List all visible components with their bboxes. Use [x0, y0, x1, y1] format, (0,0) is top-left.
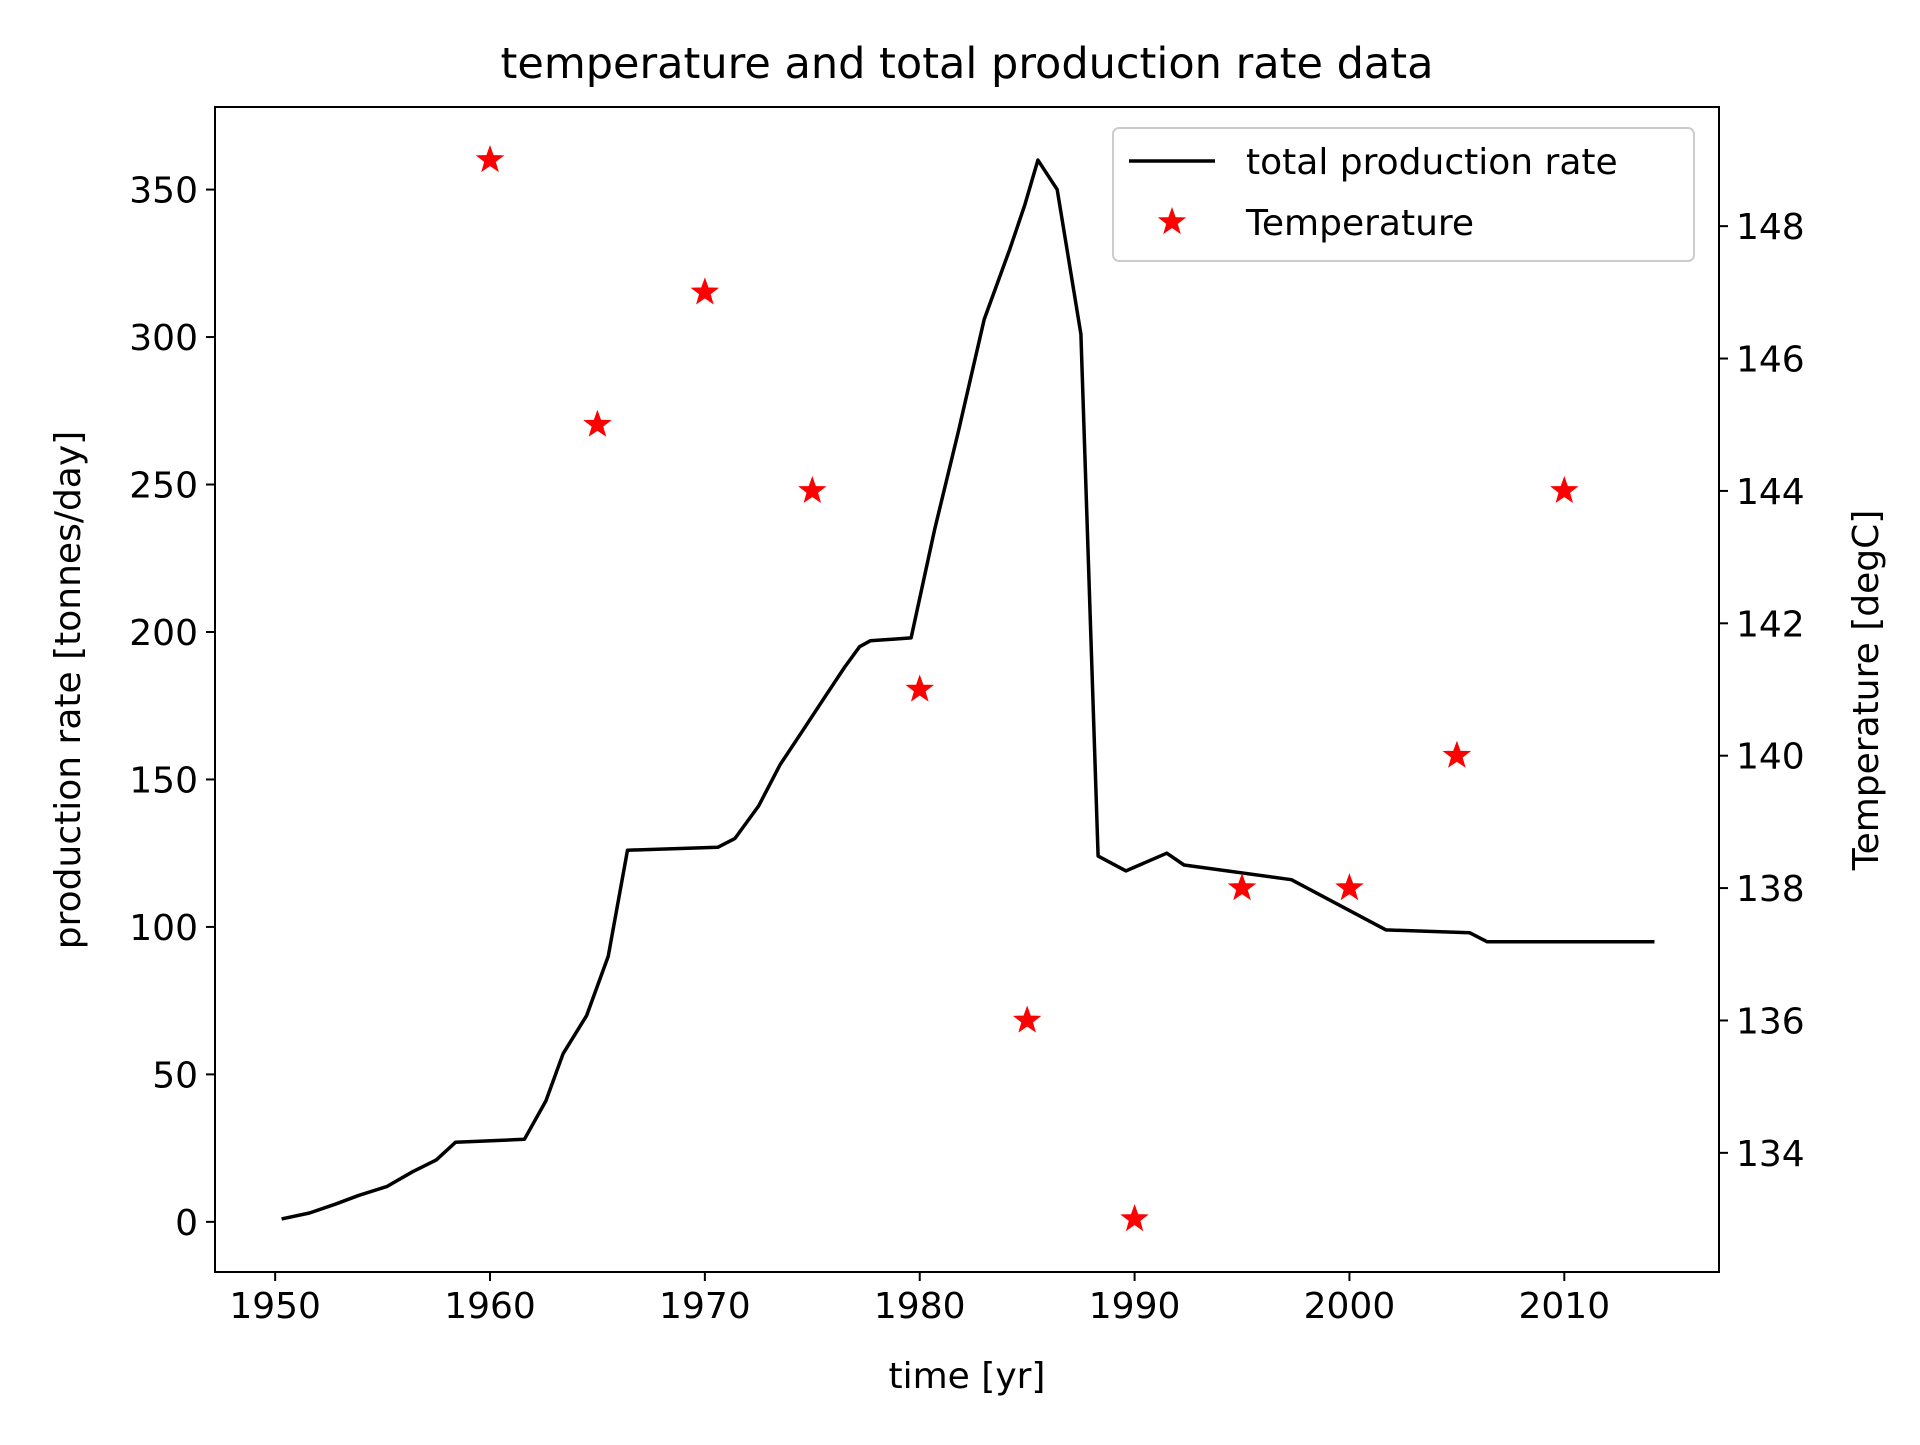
- y-tick-label-2: 100: [129, 908, 198, 949]
- y-tick-label-7: 350: [129, 171, 198, 212]
- ticks-layer: 1950 1960 1970 1980 1990 2000 2010 0 50 100 150 200…: [129, 171, 1804, 1327]
- x-tick-label-4: 1990: [1089, 1286, 1181, 1327]
- plot-area-frame: [214, 106, 1720, 1273]
- y2-tick-label-3: 140: [1736, 737, 1805, 778]
- temperature-point-2: [690, 277, 720, 305]
- temperature-point-10: [1550, 475, 1579, 504]
- y2-tick-label-1: 136: [1736, 1001, 1805, 1042]
- y-tick-label-0: 0: [175, 1203, 198, 1244]
- y2-tick-label-4: 142: [1736, 604, 1805, 645]
- series-layer: [281, 145, 1655, 1232]
- x-tick-label-5: 2000: [1304, 1286, 1396, 1327]
- chart-title: temperature and total production rate da…: [501, 39, 1434, 89]
- x-tick-label-1: 1960: [444, 1286, 536, 1327]
- y2-tick-label-5: 144: [1736, 472, 1805, 513]
- temperature-point-6: [1120, 1203, 1149, 1232]
- y-axis-label: production rate [tonnes/day]: [48, 431, 89, 949]
- temperature-point-9: [1442, 740, 1472, 768]
- temperature-point-7: [1227, 873, 1257, 901]
- x-tick-label-6: 2010: [1518, 1286, 1610, 1327]
- temperature-point-5: [1012, 1005, 1042, 1033]
- x-axis-label: time [yr]: [889, 1356, 1046, 1397]
- legend-box: [1112, 127, 1695, 262]
- y-tick-label-3: 150: [129, 760, 198, 801]
- y2-tick-label-0: 134: [1736, 1134, 1805, 1175]
- series-line-total-production-rate: [281, 158, 1655, 1221]
- y2-axis-label: Temperature [degC]: [1846, 510, 1887, 872]
- y-tick-label-6: 300: [129, 318, 198, 359]
- y-tick-label-4: 200: [129, 613, 198, 654]
- legend: total production rate Temperature: [1112, 127, 1695, 262]
- y-tick-label-5: 250: [129, 466, 198, 507]
- y2-tick-label-2: 138: [1736, 869, 1805, 910]
- x-tick-label-2: 1970: [659, 1286, 751, 1327]
- y2-tick-label-7: 148: [1736, 207, 1805, 248]
- x-tick-label-0: 1950: [229, 1286, 321, 1327]
- y2-tick-label-6: 146: [1736, 340, 1805, 381]
- legend-entry-temperature: Temperature: [1245, 203, 1474, 244]
- x-tick-label-3: 1980: [874, 1286, 966, 1327]
- temperature-point-1: [583, 409, 612, 437]
- legend-entry-production: total production rate: [1246, 142, 1618, 183]
- legend-swatch-temperature-star: [1157, 206, 1187, 235]
- temperature-point-0: [475, 145, 505, 173]
- temperature-point-4: [905, 674, 935, 702]
- temperature-point-8: [1335, 873, 1364, 901]
- temperature-point-3: [798, 475, 827, 504]
- y-tick-label-1: 50: [152, 1055, 198, 1096]
